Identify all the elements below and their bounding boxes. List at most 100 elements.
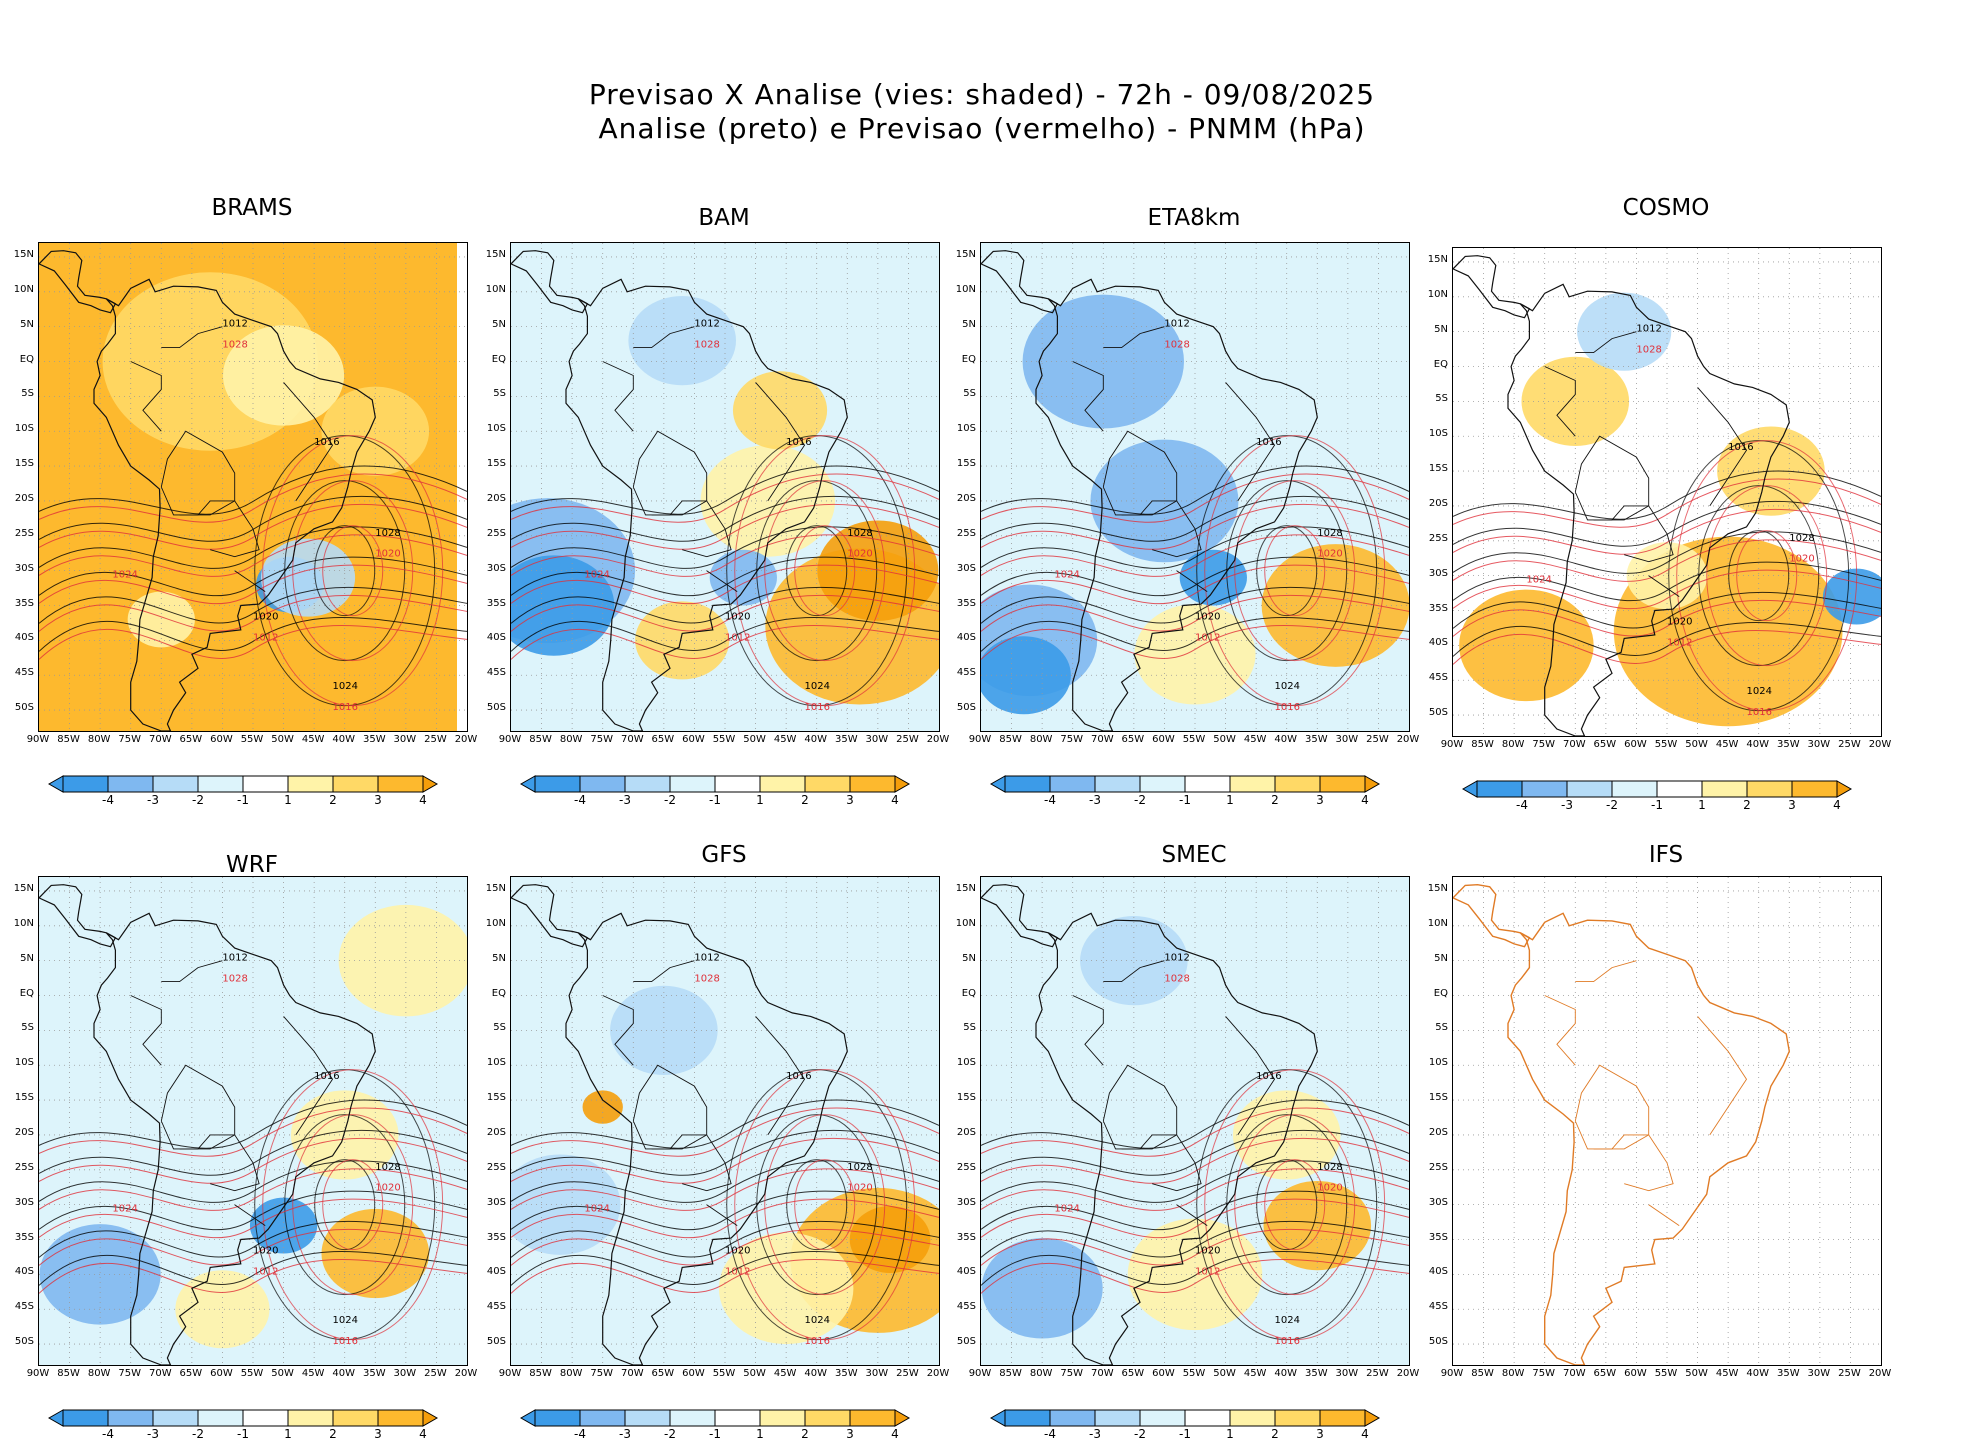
colorbar-label: 3 xyxy=(1788,798,1796,811)
lon-label: 45W xyxy=(301,1368,325,1379)
colorbar-label: 4 xyxy=(1361,793,1369,806)
contour-label: 1016 xyxy=(332,702,357,713)
bias-shade xyxy=(635,601,730,680)
colorbar-label: 3 xyxy=(374,1427,382,1440)
isobar-line xyxy=(764,480,886,662)
isobar-line xyxy=(1736,530,1798,622)
lat-label: 10N xyxy=(955,917,976,929)
lon-label: 75W xyxy=(590,1368,614,1379)
lat-label: 15N xyxy=(485,248,506,260)
isobar-line xyxy=(39,616,467,652)
country-border xyxy=(1176,570,1208,592)
contour-label: 1016 xyxy=(786,1071,811,1082)
colorbar-label: -2 xyxy=(1606,798,1618,811)
colorbar-segment xyxy=(759,775,806,793)
lon-label: 45W xyxy=(1715,739,1739,750)
lat-label: 10N xyxy=(485,283,506,295)
lon-label: 90W xyxy=(968,734,992,745)
contour-label: 1028 xyxy=(694,340,719,351)
lon-label: 70W xyxy=(1090,1368,1114,1379)
isobar-line xyxy=(39,1258,467,1294)
isobar-line xyxy=(981,624,1409,660)
map-area xyxy=(1452,876,1882,1366)
isobar-line xyxy=(254,435,436,707)
bias-shade xyxy=(223,325,345,426)
lon-label: 65W xyxy=(651,1368,675,1379)
isobar-line xyxy=(1676,440,1858,712)
colorbar-label: 1 xyxy=(284,793,292,806)
coastline xyxy=(93,278,376,731)
isobar-line xyxy=(511,503,939,550)
south-america-map-icon: 1012 1012 1016 1016 1020 1020 1024 1024 1028 1028 xyxy=(1453,248,1881,736)
lon-label: 60W xyxy=(682,734,705,745)
lat-label: 50S xyxy=(1428,707,1448,719)
lon-label: 30W xyxy=(865,1368,889,1379)
colorbar-label: -2 xyxy=(192,793,204,806)
lat-label: 20S xyxy=(956,492,976,504)
country-border xyxy=(1103,326,1165,349)
isobar-line xyxy=(292,1114,414,1296)
lon-label: 40W xyxy=(1746,739,1770,750)
lat-label: 50S xyxy=(14,1336,34,1348)
contour-label: 1016 xyxy=(314,437,339,448)
colorbar-segment xyxy=(669,775,716,793)
lat-label: 10N xyxy=(485,917,506,929)
colorbar-segment xyxy=(197,1409,244,1427)
lon-label: 65W xyxy=(1121,1368,1145,1379)
contour-label: 1020 xyxy=(1317,1183,1342,1194)
lon-label: 80W xyxy=(1501,1368,1525,1379)
isobar-line xyxy=(1196,435,1378,707)
country-border xyxy=(651,1134,732,1192)
contour-label: 1016 xyxy=(1274,1336,1299,1347)
contour-label: 1024 xyxy=(584,570,609,581)
isobar-line xyxy=(39,1220,467,1258)
lon-label: 55W xyxy=(240,734,264,745)
lat-label: EQ xyxy=(1433,987,1448,999)
colorbar-label: 3 xyxy=(846,793,854,806)
lon-label: 20W xyxy=(1396,734,1420,745)
lon-label: 80W xyxy=(559,1368,583,1379)
lat-label: 15S xyxy=(956,1092,976,1104)
lat-label: 20S xyxy=(486,1126,506,1138)
map-area: 1012 1012 1016 1016 1020 1020 1024 1024 1028 1028 xyxy=(980,876,1410,1366)
bias-shade xyxy=(1022,294,1184,429)
isobar-line xyxy=(1204,435,1386,707)
lon-label: 50W xyxy=(271,734,294,745)
lon-label: 60W xyxy=(1152,734,1175,745)
lat-label: 15N xyxy=(13,882,34,894)
colorbar-label: -2 xyxy=(664,793,676,806)
colorbar-label: -3 xyxy=(147,793,159,806)
lon-label: 45W xyxy=(773,734,797,745)
lat-label: EQ xyxy=(491,353,506,365)
colorbar-segment xyxy=(579,1409,626,1427)
colorbar-segment xyxy=(422,1409,439,1427)
lat-label: 50S xyxy=(956,702,976,714)
contour-label: 1020 xyxy=(375,549,400,560)
contour-label: 1020 xyxy=(1195,611,1220,622)
contour-label: 1028 xyxy=(1789,533,1814,544)
isobar-line xyxy=(1264,1159,1326,1251)
contour-label: 1024 xyxy=(804,1315,829,1326)
isobar-line xyxy=(39,564,467,605)
isobar-line xyxy=(511,564,939,605)
isobar-line xyxy=(39,503,467,550)
colorbar: -4 -3 -2 -1 1 2 3 4 xyxy=(520,775,911,806)
contour-label: 1020 xyxy=(1667,616,1692,627)
isobar-line xyxy=(1728,530,1790,622)
isobar-line xyxy=(981,1190,1409,1231)
contour-label: 1016 xyxy=(332,1336,357,1347)
isobar-line xyxy=(981,473,1409,523)
isobar-line xyxy=(786,525,848,617)
lat-label: 10N xyxy=(13,283,34,295)
lat-label: 35S xyxy=(1428,602,1448,614)
isobar-line xyxy=(1453,508,1881,555)
isobar-line xyxy=(511,1190,939,1231)
lat-label: 40S xyxy=(14,1266,34,1278)
colorbar-segment xyxy=(1701,780,1748,798)
panel-title: GFS xyxy=(701,842,747,868)
map-area: 1012 1012 1016 1016 1020 1020 1024 1024 1028 1028 xyxy=(38,242,468,732)
lon-label: 65W xyxy=(179,1368,203,1379)
lon-label: 25W xyxy=(1838,739,1861,750)
isobar-line xyxy=(292,480,414,662)
lat-label: 20S xyxy=(1428,497,1448,509)
